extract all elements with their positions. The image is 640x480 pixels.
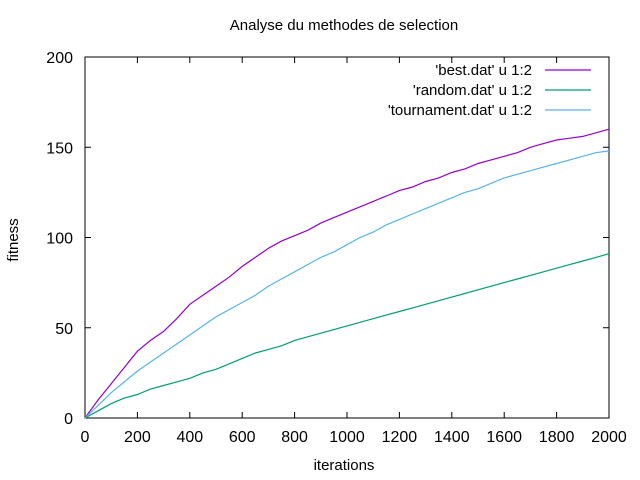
x-tick-label: 1000 xyxy=(329,429,365,446)
x-tick-label: 400 xyxy=(176,429,203,446)
x-tick-label: 1400 xyxy=(434,429,470,446)
x-tick-label: 600 xyxy=(229,429,256,446)
x-tick-label: 1600 xyxy=(486,429,522,446)
axes-ticks: 0 200 400 600 800 1000 1200 1400 1600 1800 2000 0 50… xyxy=(46,50,627,446)
series-line-2 xyxy=(84,150,610,419)
legend-label-1: 'random.dat' u 1:2 xyxy=(413,82,532,99)
series-line-0 xyxy=(84,128,610,419)
x-axis-label: iterations xyxy=(314,457,375,474)
y-tick-label: 150 xyxy=(46,140,73,157)
x-tick-label: 2000 xyxy=(591,429,627,446)
series-line-1 xyxy=(84,253,610,419)
x-tick-label: 200 xyxy=(124,429,151,446)
y-tick-label: 200 xyxy=(46,50,73,67)
x-tick-label: 800 xyxy=(281,429,308,446)
x-tick-label: 1800 xyxy=(539,429,575,446)
y-tick-label: 50 xyxy=(55,321,73,338)
x-tick-label: 1200 xyxy=(382,429,418,446)
series-lines xyxy=(84,128,610,419)
y-tick-label: 0 xyxy=(64,411,73,428)
x-tick-label: 0 xyxy=(81,429,90,446)
legend-label-2: 'tournament.dat' u 1:2 xyxy=(388,102,532,119)
y-axis-label: fitness xyxy=(5,218,22,261)
legend: 'best.dat' u 1:2 'random.dat' u 1:2 'tourn… xyxy=(388,62,591,119)
legend-label-0: 'best.dat' u 1:2 xyxy=(435,62,532,79)
y-tick-label: 100 xyxy=(46,231,73,248)
chart-title: Analyse du methodes de selection xyxy=(230,17,458,34)
